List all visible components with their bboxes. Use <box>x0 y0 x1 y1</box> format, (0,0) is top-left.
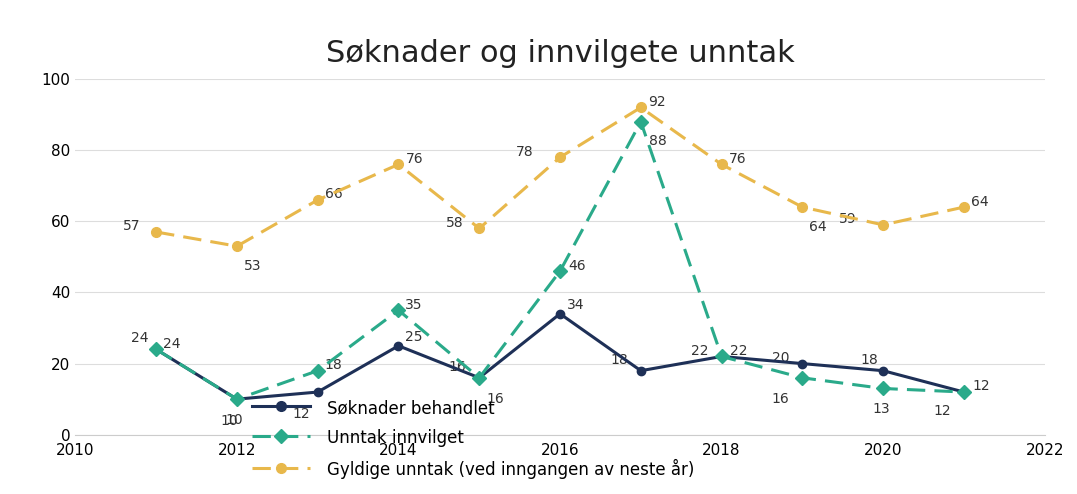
Legend: Søknader behandlet, Unntak innvilget, Gyldige unntak (ved inngangen av neste år): Søknader behandlet, Unntak innvilget, Gy… <box>246 393 701 486</box>
Text: 57: 57 <box>123 219 140 234</box>
Text: 12: 12 <box>293 407 310 421</box>
Text: 59: 59 <box>839 212 856 226</box>
Text: 12: 12 <box>973 379 990 394</box>
Text: 16: 16 <box>772 392 789 406</box>
Text: 64: 64 <box>809 219 827 234</box>
Text: 22: 22 <box>730 344 747 358</box>
Text: 24: 24 <box>163 337 181 351</box>
Text: 18: 18 <box>861 353 879 367</box>
Text: 16: 16 <box>486 392 504 406</box>
Text: 58: 58 <box>446 216 463 230</box>
Text: 18: 18 <box>324 358 342 372</box>
Text: 88: 88 <box>649 134 667 148</box>
Text: 10: 10 <box>221 414 238 428</box>
Text: 46: 46 <box>569 258 586 273</box>
Text: 22: 22 <box>691 344 709 358</box>
Text: 66: 66 <box>324 187 342 202</box>
Text: 35: 35 <box>405 298 423 312</box>
Text: 10: 10 <box>226 413 243 427</box>
Text: 24: 24 <box>131 331 149 345</box>
Text: 18: 18 <box>611 353 628 367</box>
Text: 76: 76 <box>405 152 423 166</box>
Text: 64: 64 <box>970 195 989 208</box>
Text: 53: 53 <box>243 259 262 273</box>
Text: 13: 13 <box>872 402 890 416</box>
Title: Søknader og innvilgete unntak: Søknader og innvilgete unntak <box>325 40 795 68</box>
Text: 34: 34 <box>567 298 585 313</box>
Text: 12: 12 <box>934 405 951 418</box>
Text: 92: 92 <box>647 95 666 109</box>
Text: 25: 25 <box>405 330 423 344</box>
Text: 16: 16 <box>449 360 466 373</box>
Text: 20: 20 <box>772 351 789 365</box>
Text: 76: 76 <box>728 152 746 166</box>
Text: 78: 78 <box>516 145 533 159</box>
